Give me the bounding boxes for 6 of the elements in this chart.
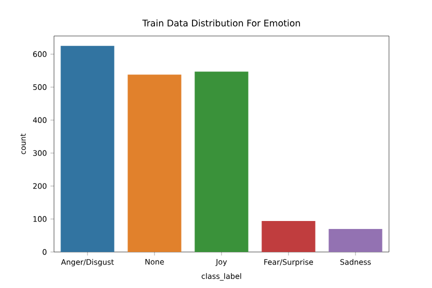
bar bbox=[262, 220, 316, 252]
bar bbox=[194, 72, 248, 252]
bar bbox=[128, 74, 182, 252]
chart-title: Train Data Distribution For Emotion bbox=[142, 19, 300, 26]
bar bbox=[328, 228, 382, 252]
bar bbox=[60, 46, 114, 252]
